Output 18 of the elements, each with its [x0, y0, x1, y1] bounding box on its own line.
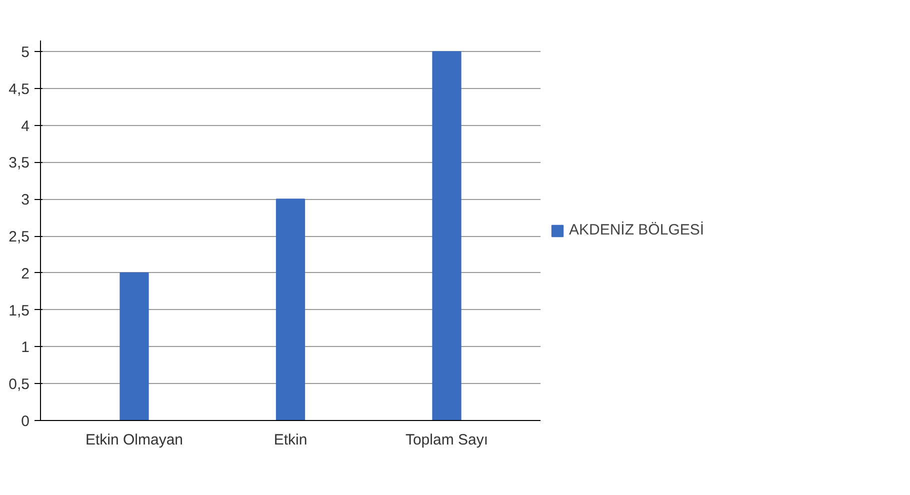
bar	[432, 51, 462, 420]
x-tick-label: Etkin Olmayan	[85, 432, 184, 448]
y-tick-label: 1,5	[8, 302, 30, 320]
y-tick-label: 4	[21, 118, 30, 135]
y-tick-label: 2	[21, 265, 30, 282]
x-tick-label: Etkin	[274, 432, 308, 448]
y-tick-label: 3,5	[8, 154, 30, 172]
y-tick-label: 2,5	[8, 228, 30, 246]
y-tick-label: 1	[21, 339, 30, 356]
y-tick-label: 0	[21, 413, 30, 430]
x-tick-label: Toplam Sayı	[405, 432, 488, 448]
y-tick-label: 0,5	[8, 376, 30, 394]
bar	[276, 198, 306, 420]
legend-label: AKDENİZ BÖLGESİ	[569, 222, 704, 238]
bar	[120, 272, 149, 420]
y-tick-label: 5	[21, 44, 30, 62]
y-tick-label: 4,5	[8, 80, 30, 98]
y-tick-label: 3	[21, 192, 30, 209]
